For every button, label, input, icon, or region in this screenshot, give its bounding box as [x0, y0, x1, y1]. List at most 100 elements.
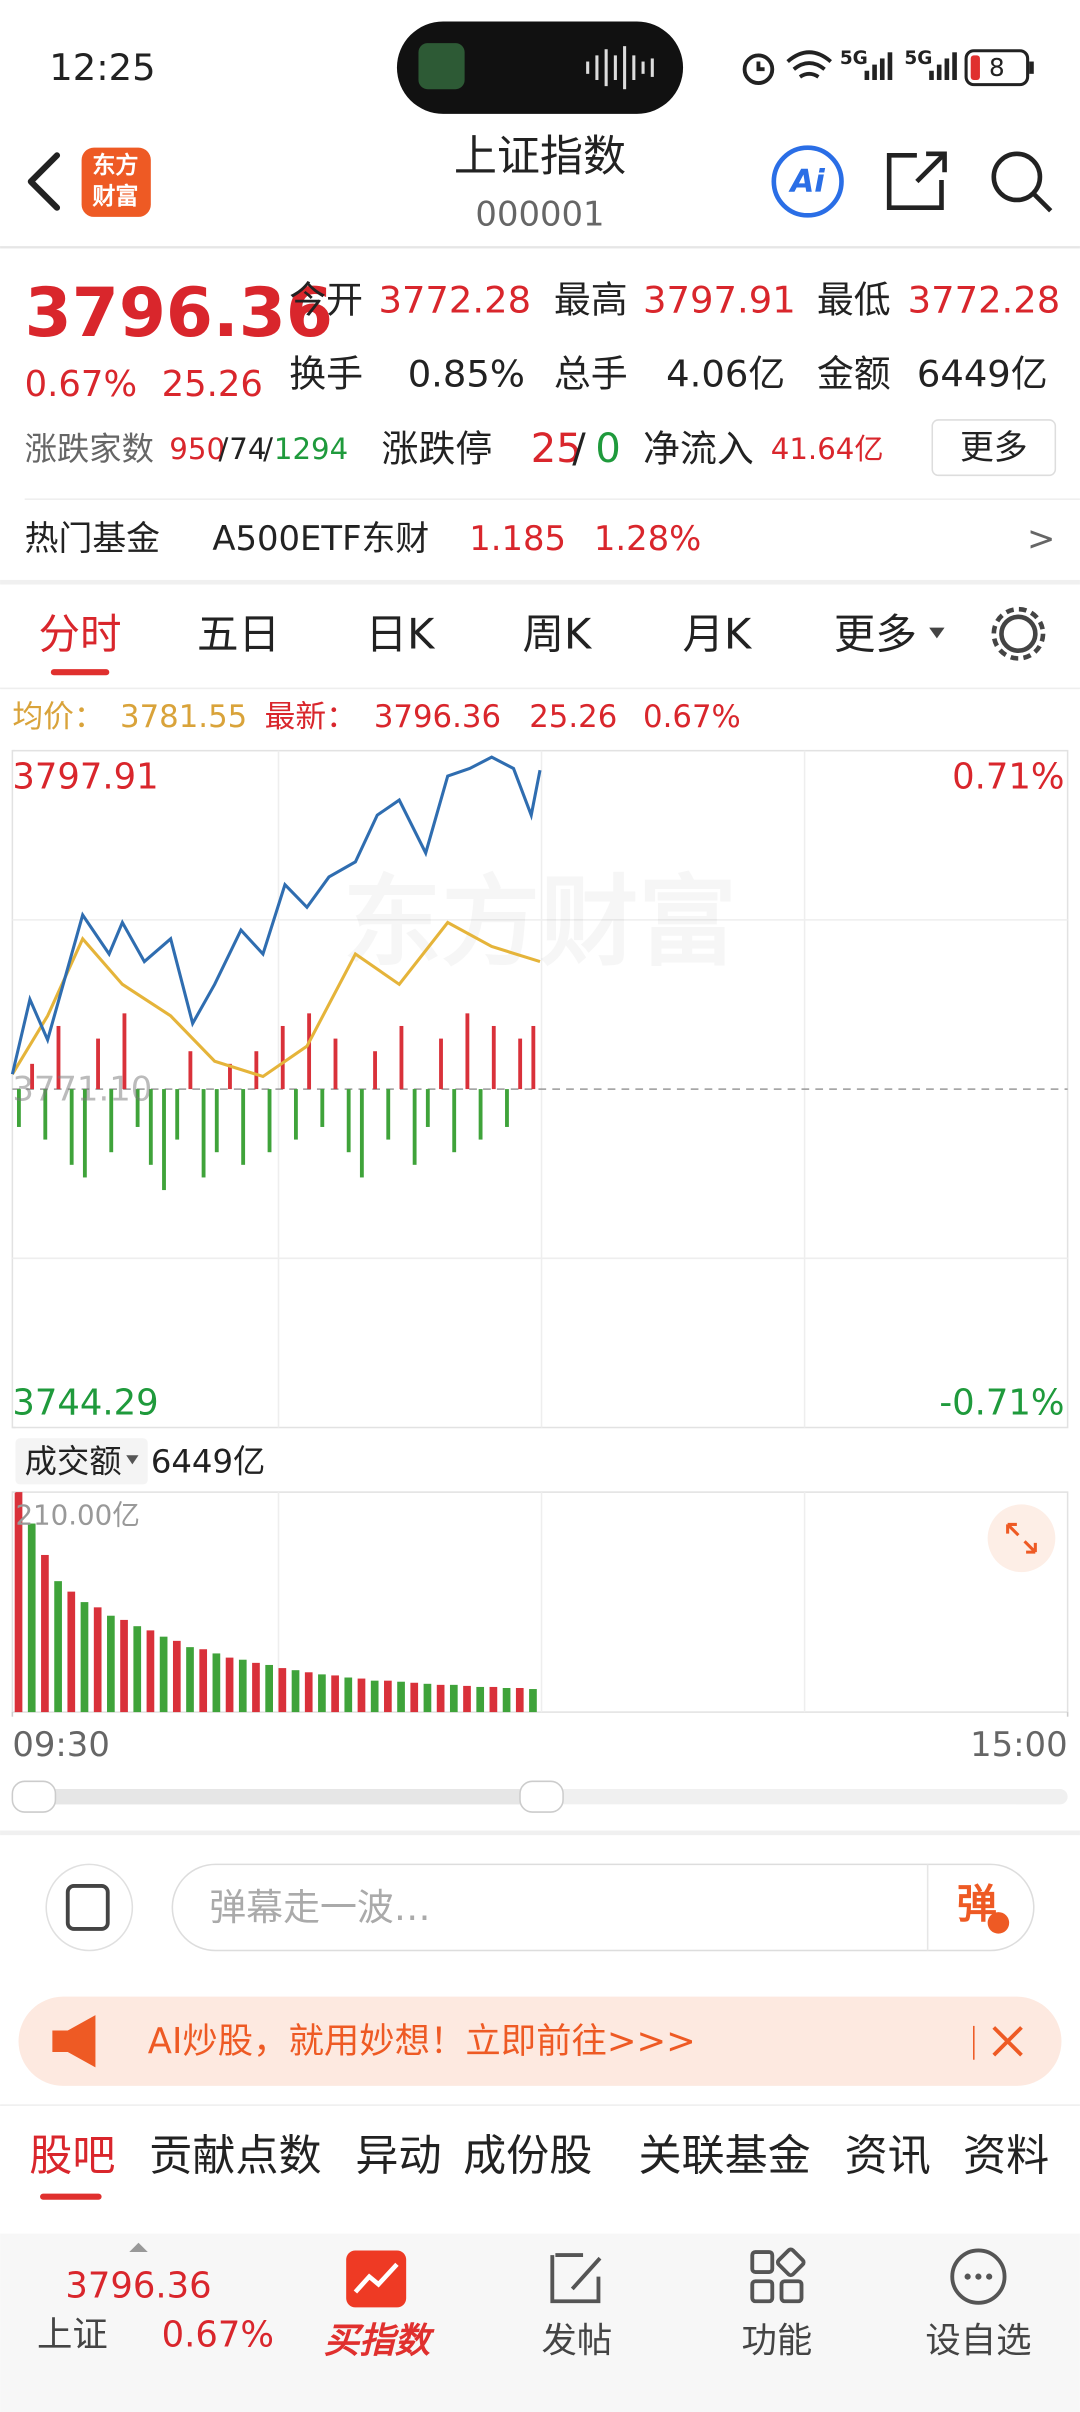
- volume-bar: [265, 1664, 273, 1713]
- banner-text[interactable]: AI炒股，就用妙想！立即前往>>>: [148, 2021, 696, 2062]
- function-icon[interactable]: [750, 2247, 806, 2304]
- y-min-label: 3744.29: [12, 1382, 158, 1423]
- net-inflow-value: 41.64亿: [771, 432, 884, 466]
- period-tab[interactable]: 五日: [197, 609, 280, 658]
- tab-underline: [40, 2193, 102, 2200]
- breadth-bar: [452, 1089, 457, 1153]
- time-start: 09:30: [12, 1725, 109, 1764]
- volume-bar: [344, 1677, 353, 1713]
- danmaku-settings[interactable]: [45, 1863, 134, 1952]
- danmaku-button[interactable]: 弹: [957, 1881, 997, 1927]
- field-value: 3797.91: [643, 278, 796, 321]
- section-tab[interactable]: 资讯: [845, 2132, 931, 2182]
- breadth-bar: [69, 1089, 74, 1165]
- pct-max-label: 0.71%: [952, 756, 1064, 797]
- volume-bar: [252, 1662, 260, 1713]
- period-tab[interactable]: 周K: [523, 609, 594, 658]
- breadth-bar: [188, 1051, 193, 1090]
- field-label: 最低: [817, 278, 891, 321]
- divider: [24, 498, 1080, 500]
- bottom-nav: [0, 2233, 1080, 2412]
- more-label[interactable]: 更多: [960, 428, 1028, 467]
- period-tab[interactable]: 分时: [39, 609, 122, 658]
- volume-bar: [93, 1607, 102, 1713]
- fund-name: A500ETF东财: [212, 519, 429, 558]
- net-inflow-label: 净流入: [643, 428, 754, 471]
- post-icon[interactable]: [550, 2253, 602, 2304]
- share-button[interactable]: [886, 151, 947, 210]
- nav-item[interactable]: 买指数: [324, 2321, 435, 2362]
- section-tab[interactable]: 资料: [963, 2132, 1049, 2182]
- up-count: 950: [169, 432, 225, 466]
- avg-line: [11, 920, 541, 1079]
- volume-selector[interactable]: [15, 1438, 148, 1485]
- volume-bar: [529, 1689, 537, 1713]
- volume-bar: [133, 1626, 142, 1713]
- time-end: 15:00: [970, 1725, 1067, 1764]
- danmaku-placeholder[interactable]: 弹幕走一波…: [209, 1886, 430, 1929]
- ai-button[interactable]: [771, 145, 844, 218]
- volume-bar: [331, 1675, 339, 1713]
- nav-index-price: 3796.36: [65, 2265, 211, 2306]
- more-arrow[interactable]: >: [1027, 519, 1055, 558]
- down-count: 1294: [274, 432, 348, 466]
- volume-bar: [489, 1686, 498, 1713]
- breadth-bar: [96, 1038, 100, 1090]
- volume-bar: [304, 1672, 313, 1713]
- close-banner[interactable]: [992, 2026, 1023, 2057]
- volume-bar: [225, 1657, 234, 1713]
- period-tab[interactable]: 更多: [834, 609, 917, 658]
- page-title: 上证指数: [454, 132, 626, 182]
- period-tab[interactable]: 日K: [366, 609, 437, 658]
- range-handle[interactable]: [519, 1780, 564, 1813]
- back-button[interactable]: [27, 152, 61, 211]
- breadth-bar: [43, 1089, 48, 1140]
- section-tab[interactable]: 股吧: [29, 2132, 115, 2182]
- volume-frame: [11, 1491, 1069, 1713]
- section-tab[interactable]: 成份股: [463, 2132, 592, 2182]
- fund-change: 1.28%: [594, 519, 701, 558]
- battery-level: 8: [989, 53, 1005, 82]
- breadth-bar: [109, 1089, 114, 1153]
- period-tab[interactable]: 月K: [683, 609, 754, 658]
- latest-pct: 0.67%: [643, 699, 741, 735]
- field-label: 总手: [554, 352, 628, 395]
- limit-label: 涨跌停: [382, 428, 493, 471]
- nav-item[interactable]: 发帖: [542, 2321, 613, 2362]
- field-value: 0.85%: [408, 352, 525, 395]
- range-handle[interactable]: [11, 1780, 57, 1813]
- expand-button[interactable]: [987, 1504, 1056, 1573]
- volume-bar: [436, 1684, 445, 1713]
- nav-item[interactable]: 设自选: [925, 2321, 1031, 2362]
- status-icons: [742, 50, 832, 85]
- field-value: 3772.28: [908, 278, 1061, 321]
- volume-max-label: 210.00亿: [15, 1499, 140, 1532]
- watchlist-icon[interactable]: [950, 2248, 1007, 2305]
- breadth-label: 涨跌家数: [25, 430, 154, 468]
- network-label: 5G: [904, 48, 932, 69]
- nav-item[interactable]: 功能: [742, 2321, 813, 2362]
- breadth-bar: [135, 1089, 140, 1127]
- section-tab[interactable]: 贡献点数: [149, 2132, 321, 2182]
- volume-bar: [318, 1674, 326, 1713]
- search-button[interactable]: [991, 151, 1043, 203]
- dropdown-arrow: [126, 1455, 139, 1465]
- field-label: 今开: [289, 278, 363, 321]
- breadth-bar: [280, 1025, 285, 1090]
- more-button[interactable]: [931, 419, 1057, 477]
- volume-bar: [27, 1523, 36, 1713]
- breadth-bar: [214, 1089, 219, 1153]
- field-value: 6449亿: [917, 352, 1048, 395]
- buy-icon[interactable]: [346, 2250, 407, 2308]
- danmaku-input[interactable]: [171, 1863, 1035, 1952]
- volume-bar: [67, 1591, 76, 1713]
- section-tab[interactable]: 关联基金: [638, 2132, 810, 2182]
- volume-selector-label[interactable]: 成交额: [25, 1442, 122, 1480]
- settings-button[interactable]: [991, 606, 1046, 661]
- logo: [81, 147, 151, 217]
- watchlist-dots: [964, 2273, 993, 2280]
- section-tab[interactable]: 异动: [355, 2132, 441, 2182]
- banner[interactable]: [18, 1996, 1062, 2086]
- change-pct: 0.67%: [25, 364, 137, 405]
